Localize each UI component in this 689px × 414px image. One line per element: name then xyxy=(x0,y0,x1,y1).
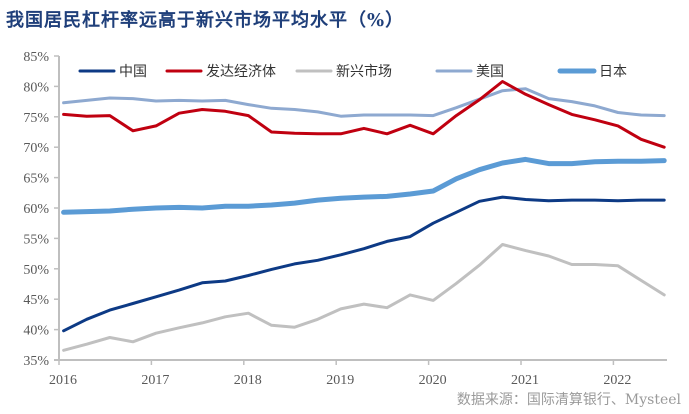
legend-label: 日本 xyxy=(599,64,627,80)
y-axis: 35% 40% 45% 50% 55% 60% 65% 70% 75% 80% 85% xyxy=(23,50,60,369)
legend-label: 发达经济体 xyxy=(206,64,276,80)
legend-label: 美国 xyxy=(476,64,504,80)
y-tick-label: 40% xyxy=(23,324,49,339)
y-tick-label: 75% xyxy=(23,111,49,126)
y-tick-label: 45% xyxy=(23,293,49,308)
x-tick-label: 2018 xyxy=(234,373,262,388)
y-tick-label: 60% xyxy=(23,202,49,217)
x-tick-label: 2020 xyxy=(419,373,447,388)
x-tick-label: 2019 xyxy=(326,373,354,388)
series-line-3 xyxy=(62,87,666,118)
x-tick-label: 2022 xyxy=(603,373,631,388)
x-tick-label: 2016 xyxy=(49,373,77,388)
series-lines xyxy=(61,80,667,352)
y-tick-label: 50% xyxy=(23,263,49,278)
y-tick-label: 80% xyxy=(23,80,49,95)
legend: 中国 发达经济体 新兴市场 美国 日本 xyxy=(78,63,627,80)
y-tick-label: 65% xyxy=(23,172,49,187)
x-tick-label: 2021 xyxy=(511,373,539,388)
y-tick-label: 55% xyxy=(23,232,49,247)
y-tick-label: 35% xyxy=(23,354,49,369)
y-tick-label: 70% xyxy=(23,141,49,156)
data-source-note: 数据来源：国际清算银行、Mysteel xyxy=(456,392,681,408)
x-tick-label: 2017 xyxy=(141,373,169,388)
legend-label: 中国 xyxy=(119,64,147,80)
legend-label: 新兴市场 xyxy=(336,63,392,80)
y-tick-label: 85% xyxy=(23,50,49,65)
chart-title: 我国居民杠杆率远高于新兴市场平均水平（%） xyxy=(6,10,405,31)
x-axis: 2016 2017 2018 2019 2020 2021 2022 xyxy=(49,359,667,388)
series-line-4 xyxy=(61,156,667,215)
